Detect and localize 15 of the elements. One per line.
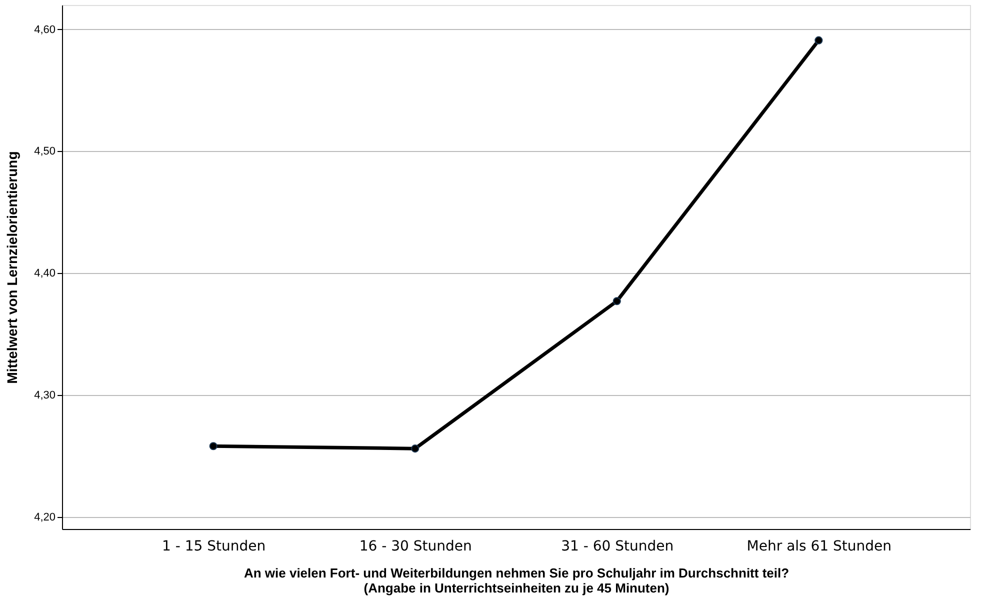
x-tick-label: 16 - 30 Stunden xyxy=(359,538,472,554)
y-tick-label: 4,60 xyxy=(34,24,56,36)
y-tick-label: 4,20 xyxy=(34,511,56,524)
x-axis-title: An wie vielen Fort- und Weiterbildungen nehmen Sie pro Schuljahr im Durchschnitt teil? (Angabe in Unterrichtseinheiten zu je 45 Minuten) xyxy=(244,566,790,596)
point xyxy=(612,297,621,306)
y-axis-title: Mittelwert von Lernzielorientierung xyxy=(4,151,20,384)
point xyxy=(411,444,420,453)
y-tick-label: 4,40 xyxy=(34,268,56,280)
y-tick-label: 4,50 xyxy=(34,146,56,158)
x-tick-label: Mehr als 61 Stunden xyxy=(746,538,892,554)
y-tick-label: 4,30 xyxy=(34,389,56,402)
x-tick-label: 31 - 60 Stunden xyxy=(561,538,674,554)
x-tick-label: 1 - 15 Stunden xyxy=(162,538,266,554)
point xyxy=(209,442,218,450)
point xyxy=(814,36,823,44)
